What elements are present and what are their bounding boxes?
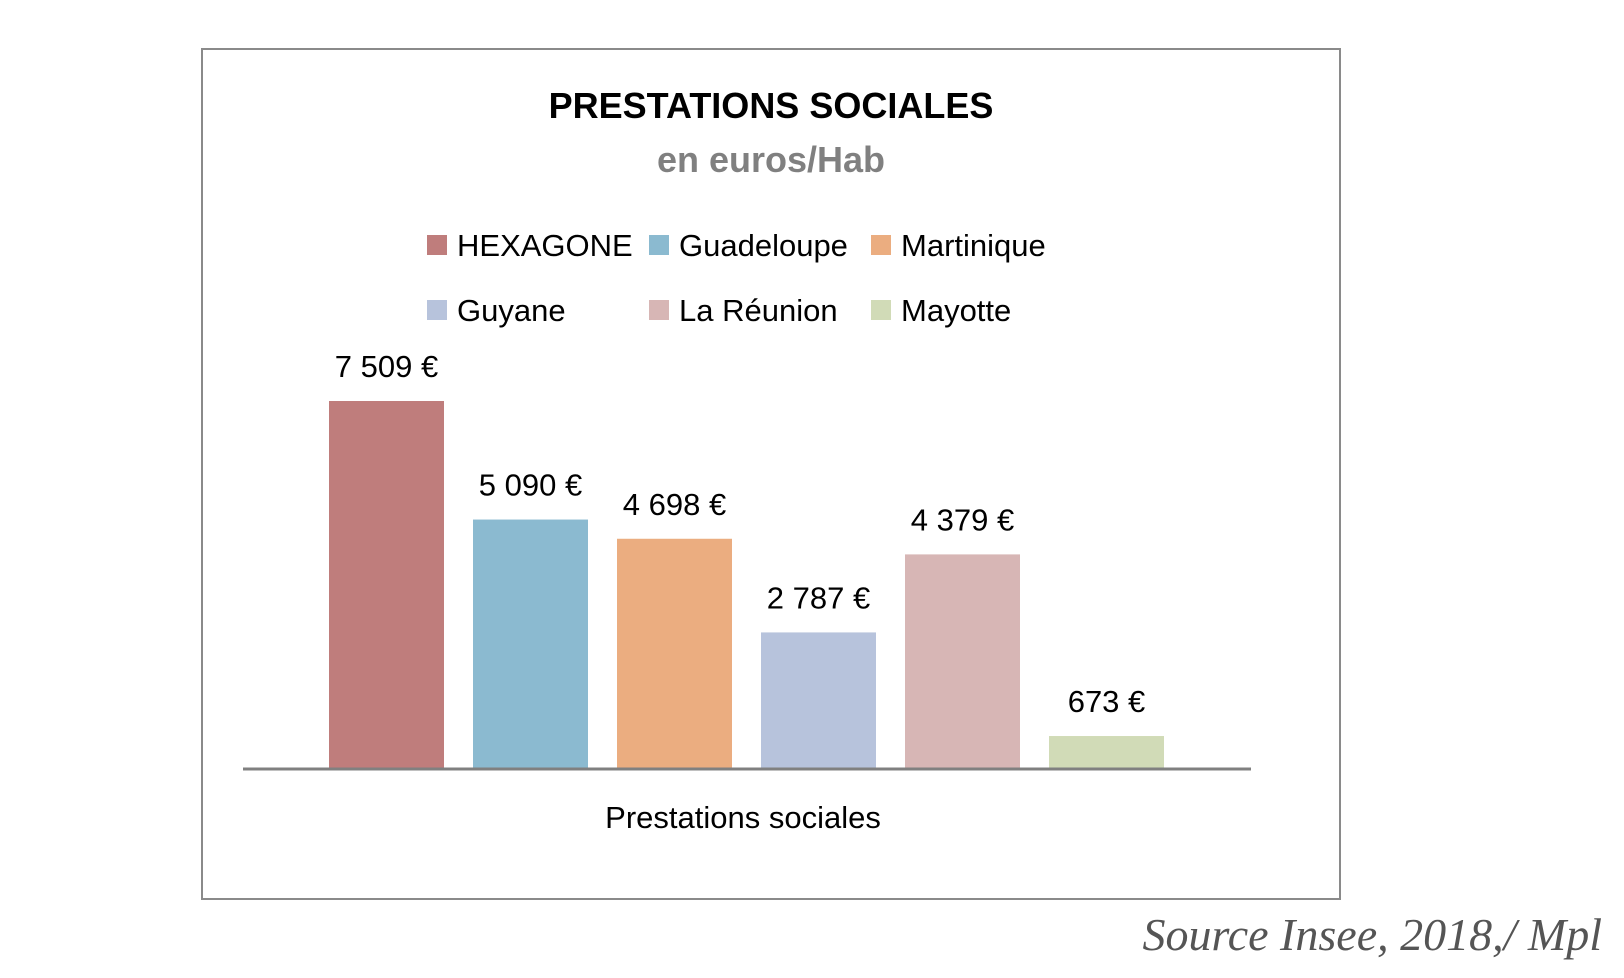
legend-swatch-3 [427,300,447,320]
data-label-0: 7 509 € [335,349,438,384]
data-label-1: 5 090 € [479,468,582,503]
bar-3 [761,632,876,769]
legend-label-3: Guyane [457,293,566,328]
data-label-5: 673 € [1068,684,1146,719]
legend-swatch-5 [871,300,891,320]
legend: HEXAGONE Guadeloupe Martinique Guyane La Réu… [427,228,1046,328]
legend-label-2: Martinique [901,228,1046,263]
legend-label-4: La Réunion [679,293,838,328]
chart-subtitle: en euros/Hab [657,139,885,180]
source-note: Source Insee, 2018,/ Mpl [1142,909,1602,960]
chart-frame: PRESTATIONS SOCIALES en euros/Hab HEXAGO… [201,48,1341,900]
data-label-4: 4 379 € [911,502,1014,537]
legend-label-1: Guadeloupe [679,228,848,263]
legend-swatch-0 [427,235,447,255]
data-label-2: 4 698 € [623,487,726,522]
legend-swatch-1 [649,235,669,255]
bars-group: 7 509 € 5 090 € 4 698 € 2 787 € 4 379 € 673 € [329,349,1164,769]
legend-label-0: HEXAGONE [457,228,633,263]
bar-0 [329,401,444,769]
legend-label-5: Mayotte [901,293,1011,328]
bar-5 [1049,736,1164,769]
x-axis-label: Prestations sociales [605,800,881,835]
chart-title: PRESTATIONS SOCIALES [549,85,994,126]
legend-swatch-2 [871,235,891,255]
bar-1 [473,519,588,769]
data-label-3: 2 787 € [767,580,870,615]
bar-chart: PRESTATIONS SOCIALES en euros/Hab HEXAGO… [243,85,1251,835]
bar-4 [905,554,1020,769]
legend-swatch-4 [649,300,669,320]
bar-2 [617,538,732,769]
